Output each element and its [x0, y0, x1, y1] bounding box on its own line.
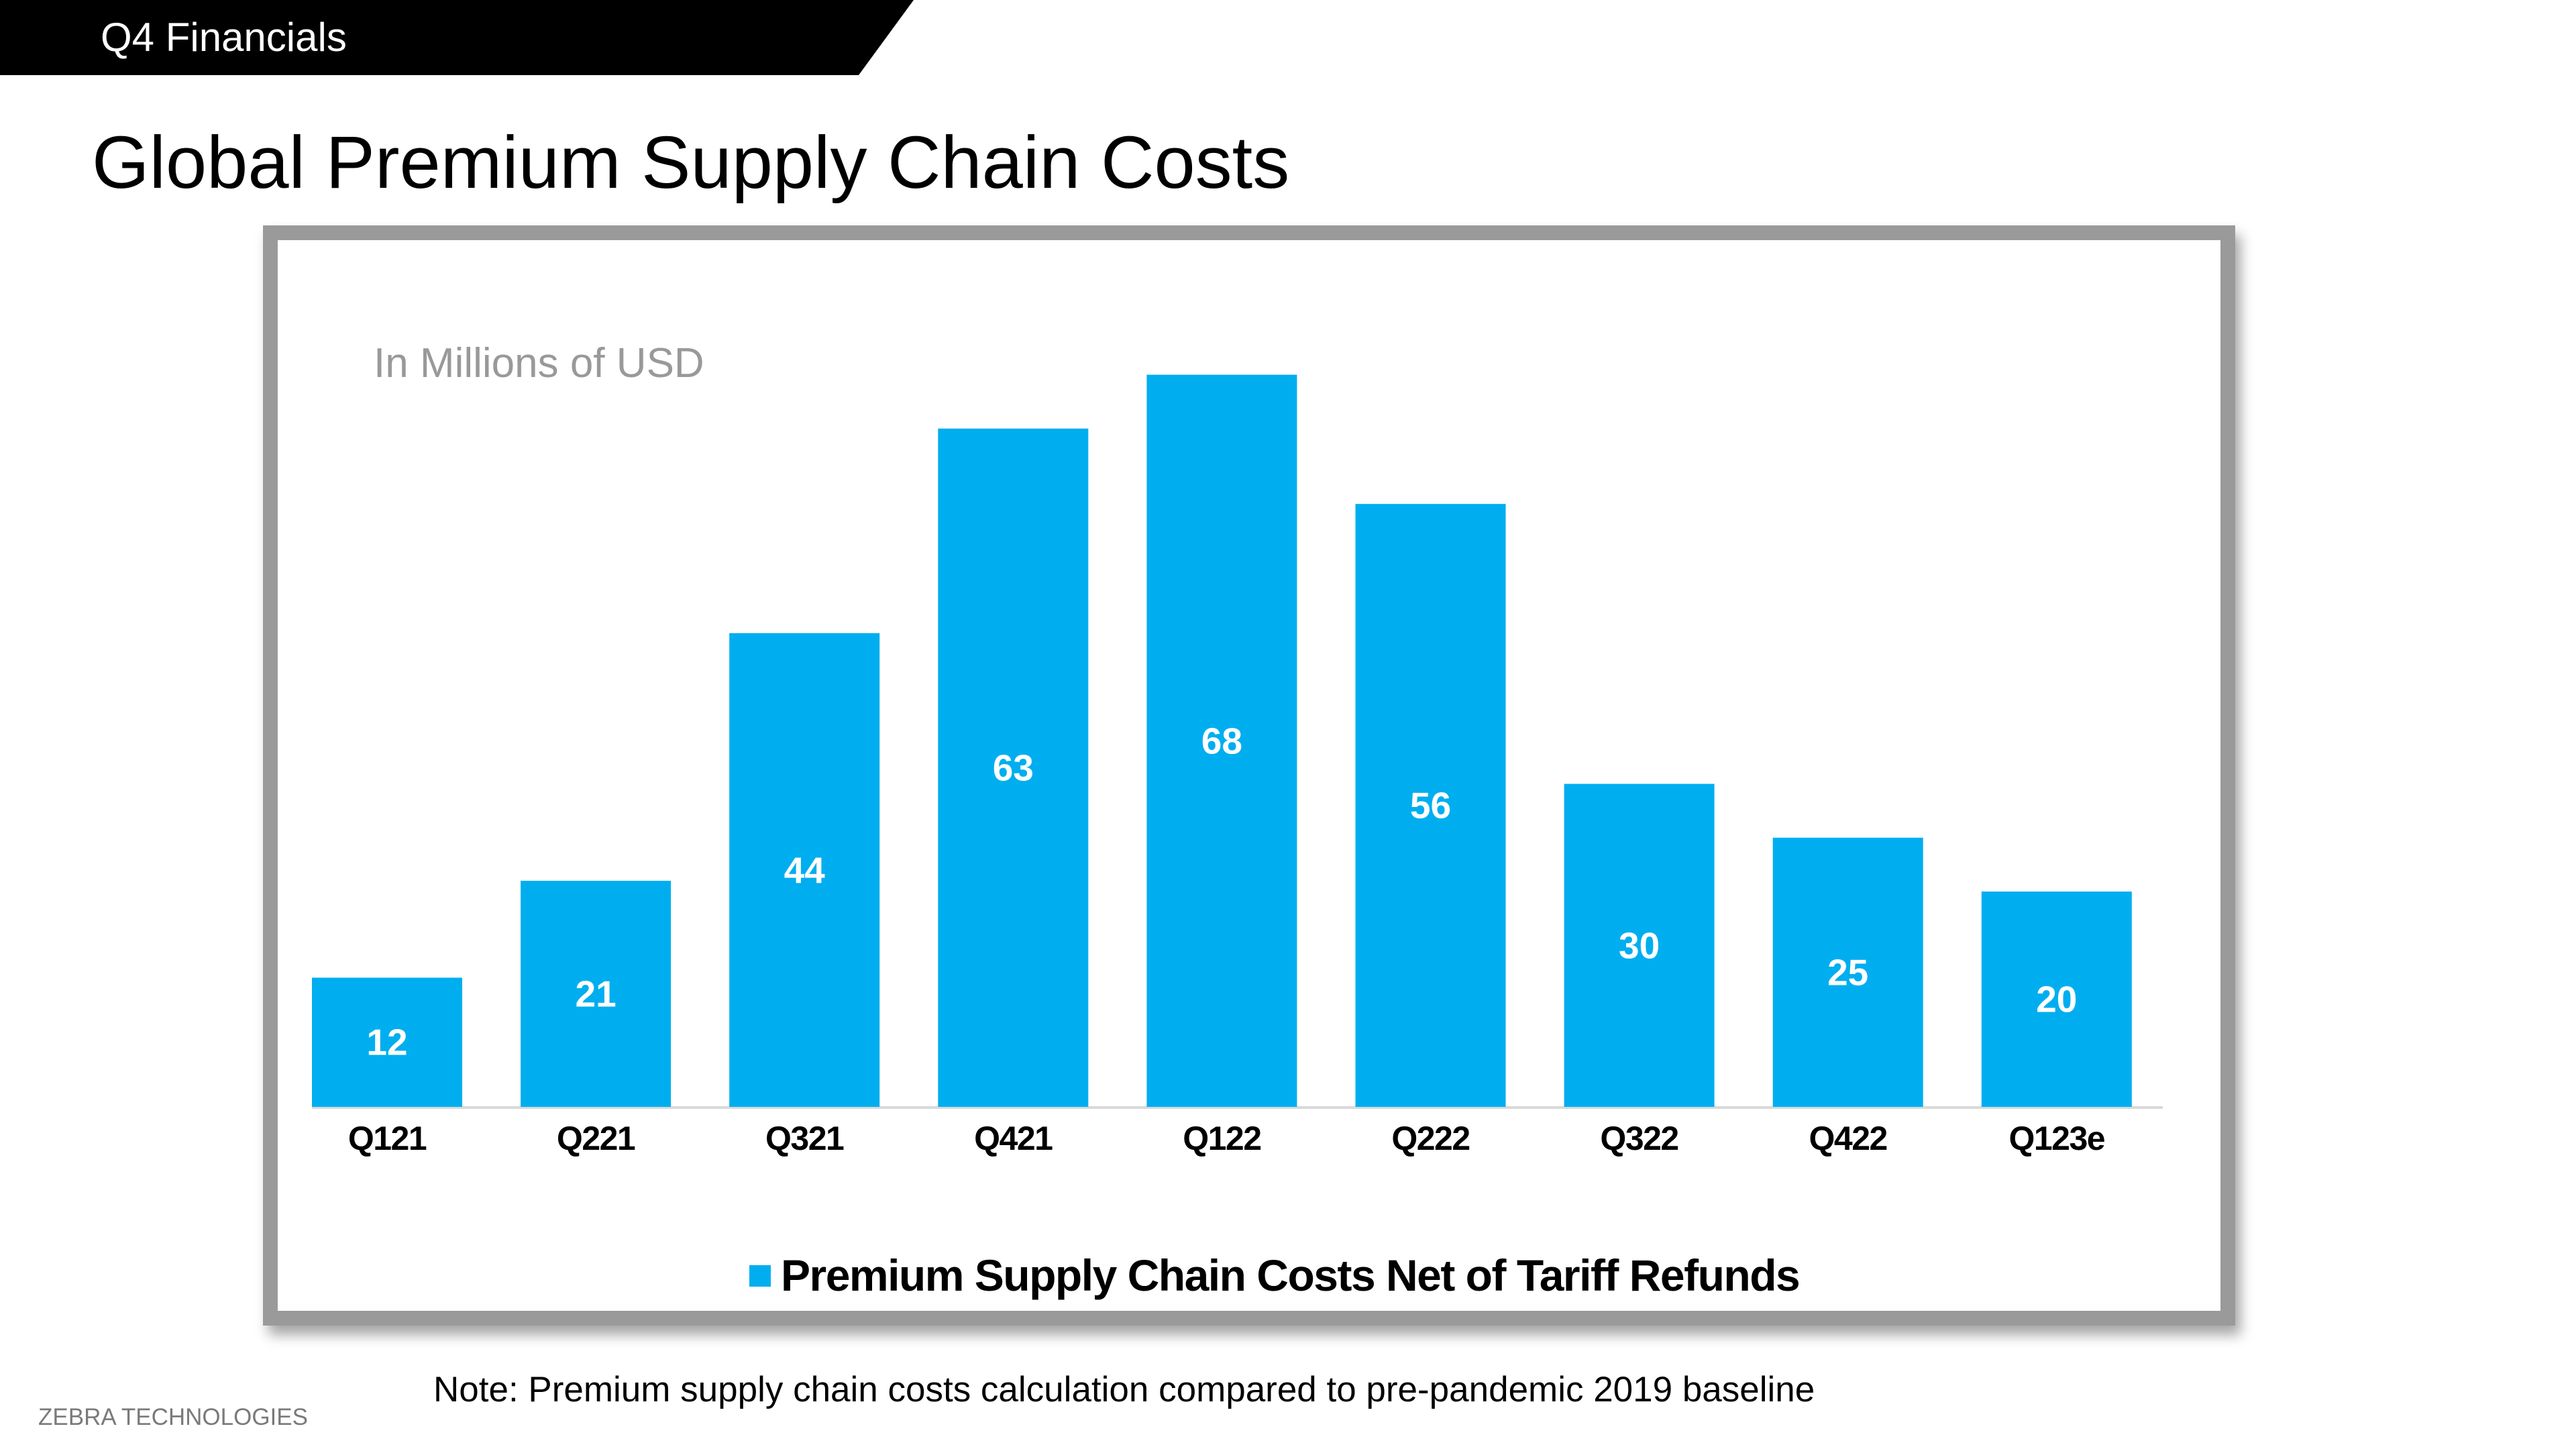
data-label-Q322: 30	[1619, 924, 1660, 966]
bar-Q322	[1564, 784, 1715, 1107]
bar-Q421	[938, 428, 1089, 1107]
footer-brand: ZEBRA TECHNOLOGIES	[38, 1404, 308, 1430]
chart-subtitle: In Millions of USD	[374, 340, 704, 386]
legend-swatch	[749, 1265, 771, 1287]
data-label-Q122: 68	[1201, 720, 1242, 761]
section-header-bar	[0, 0, 914, 75]
data-label-Q123e: 20	[2036, 979, 2077, 1020]
x-tick-label: Q122	[1183, 1120, 1260, 1157]
x-tick-label: Q422	[1809, 1120, 1887, 1157]
data-label-Q422: 25	[1827, 951, 1868, 993]
x-tick-label: Q123e	[2008, 1120, 2104, 1157]
x-tick-label: Q222	[1391, 1120, 1469, 1157]
x-tick-label: Q121	[348, 1120, 427, 1157]
bar-Q222	[1355, 504, 1506, 1107]
x-tick-label: Q322	[1600, 1120, 1678, 1157]
page-title: Global Premium Supply Chain Costs	[92, 121, 1290, 204]
section-label: Q4 Financials	[101, 15, 347, 60]
data-label-Q121: 12	[366, 1022, 407, 1063]
data-label-Q321: 44	[784, 849, 826, 891]
bar-Q122	[1146, 374, 1297, 1107]
bar-Q121	[312, 977, 462, 1107]
data-label-Q221: 21	[576, 973, 616, 1014]
x-tick-label: Q221	[557, 1120, 635, 1157]
bar-Q321	[729, 633, 880, 1107]
footnote: Note: Premium supply chain costs calcula…	[433, 1370, 1815, 1409]
bar-Q422	[1772, 837, 1923, 1107]
x-tick-label: Q421	[974, 1120, 1053, 1157]
bar-Q123e	[1981, 892, 2132, 1107]
legend-label: Premium Supply Chain Costs Net of Tariff…	[781, 1250, 1799, 1300]
data-label-Q421: 63	[993, 747, 1034, 788]
bar-Q221	[521, 880, 672, 1107]
data-label-Q222: 56	[1410, 785, 1451, 826]
x-tick-label: Q321	[765, 1120, 844, 1157]
